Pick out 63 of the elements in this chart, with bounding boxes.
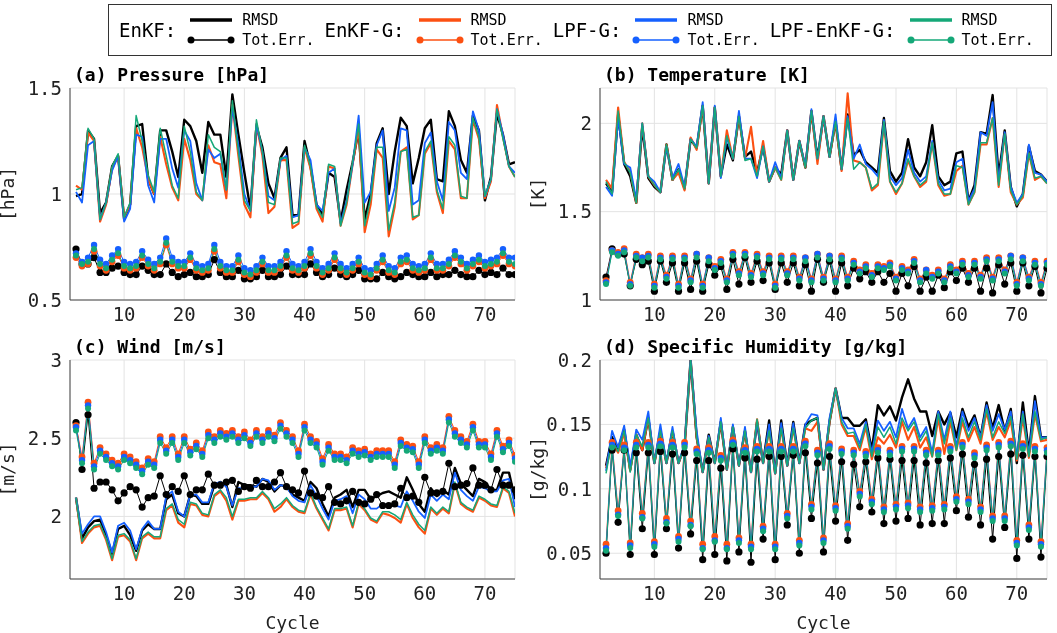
y-tick-label: 1.5: [27, 76, 62, 99]
x-tick-label: 60: [944, 303, 968, 326]
legend-label: RMSD: [470, 11, 507, 29]
chart-title: (b) Temperature [K]: [604, 64, 810, 85]
chart-title: (d) Specific Humidity [g/kg]: [604, 336, 908, 357]
legend-label: Tot.Err.: [242, 31, 315, 49]
y-tick-label: 1: [580, 288, 592, 311]
x-tick-label: 10: [642, 303, 666, 326]
y-tick-label: 0.1: [557, 477, 592, 500]
x-tick-label: 60: [413, 303, 437, 326]
text: LPF-EnKF-G:: [769, 19, 896, 41]
y-axis-title: [K]: [527, 177, 549, 211]
x-tick-label: 10: [642, 582, 666, 605]
text: EnKF:: [119, 19, 177, 41]
x-tick-label: 70: [473, 582, 497, 605]
y-tick-label: 1.5: [557, 200, 592, 223]
chart-title: (a) Pressure [hPa]: [74, 64, 270, 85]
y-axis-title: [hPa]: [0, 166, 19, 222]
y-tick-label: 0.2: [557, 348, 592, 371]
y-tick-label: 2: [50, 505, 62, 528]
legend-label: RMSD: [687, 11, 724, 29]
x-tick-label: 40: [824, 303, 848, 326]
x-tick-label: 20: [172, 582, 196, 605]
legend-label: Tot.Err.: [687, 31, 760, 49]
x-tick-label: 40: [293, 582, 316, 605]
x-tick-label: 50: [884, 582, 908, 605]
x-tick-label: 70: [1005, 303, 1029, 326]
x-tick-label: 30: [763, 582, 787, 605]
y-tick-label: 3: [50, 348, 62, 371]
x-tick-label: 10: [112, 303, 136, 326]
x-tick-label: 70: [473, 303, 497, 326]
x-tick-label: 10: [112, 582, 136, 605]
x-tick-label: 20: [703, 303, 727, 326]
chart-title: (c) Wind [m/s]: [74, 336, 226, 357]
x-axis-title: Cycle: [265, 612, 320, 633]
y-tick-label: 1: [50, 182, 62, 205]
y-axis-title: [m/s]: [0, 442, 19, 497]
x-tick-label: 40: [824, 582, 848, 605]
x-tick-label: 30: [232, 303, 256, 326]
text: EnKF-G:: [324, 19, 405, 41]
x-tick-label: 60: [413, 582, 437, 605]
x-tick-label: 50: [884, 303, 908, 326]
legend-label: RMSD: [961, 11, 998, 29]
legend-label: Tot.Err.: [961, 31, 1034, 49]
y-tick-label: 0.5: [27, 288, 62, 311]
text: LPF-G:: [552, 19, 622, 41]
y-tick-label: 0.05: [546, 541, 592, 564]
x-tick-label: 40: [293, 303, 316, 326]
x-tick-label: 70: [1005, 582, 1029, 605]
y-tick-label: 2.5: [27, 426, 62, 449]
x-tick-label: 20: [703, 582, 727, 605]
x-tick-label: 60: [944, 582, 968, 605]
y-tick-label: 2: [580, 112, 592, 135]
y-axis-title: [g/kg]: [527, 436, 549, 503]
y-tick-label: 0.15: [546, 413, 592, 436]
x-tick-label: 30: [232, 582, 256, 605]
x-tick-label: 50: [353, 303, 377, 326]
x-tick-label: 50: [353, 582, 377, 605]
x-tick-label: 30: [763, 303, 787, 326]
legend-label: Tot.Err.: [470, 31, 543, 49]
legend-label: RMSD: [242, 11, 279, 29]
x-axis-title: Cycle: [796, 612, 851, 633]
x-tick-label: 20: [172, 303, 196, 326]
